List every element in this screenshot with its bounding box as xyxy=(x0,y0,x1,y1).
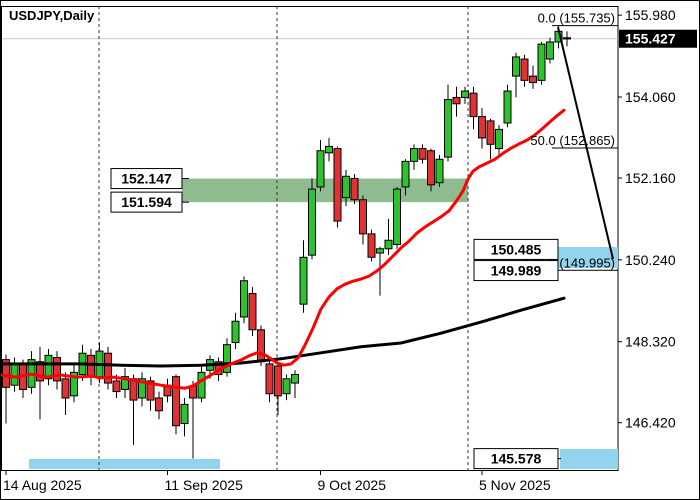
candle-bull xyxy=(282,378,291,395)
candle-bear xyxy=(104,352,112,384)
candle-bear xyxy=(469,92,478,118)
candle-bear xyxy=(155,397,163,412)
candle-bear xyxy=(274,365,282,397)
price-tag-text-2: 150.485 xyxy=(491,241,542,257)
candle-bull xyxy=(384,239,393,250)
candle-bull xyxy=(308,188,316,256)
price-tag-box[interactable] xyxy=(473,260,559,282)
candle-bear xyxy=(478,116,486,139)
candle-bear xyxy=(36,361,44,382)
candle-bull xyxy=(512,56,520,77)
candle-bull xyxy=(223,344,231,373)
candle-bear xyxy=(53,356,61,382)
current-price-tag xyxy=(619,29,697,48)
candle-bear xyxy=(418,148,427,160)
candle-bear xyxy=(61,378,70,399)
candle-bull xyxy=(70,371,78,397)
candle-bear xyxy=(248,293,257,331)
candle-bull xyxy=(325,145,333,154)
candle-bull xyxy=(291,374,299,384)
candle-bear xyxy=(2,359,10,388)
candle-bull xyxy=(138,378,146,399)
candle-bear xyxy=(367,233,376,258)
y-axis-label-2: 152.160 xyxy=(625,170,676,186)
candle-bear xyxy=(529,75,537,84)
candle-bear xyxy=(146,380,155,401)
candle-bear xyxy=(427,150,435,186)
candle-bear xyxy=(172,376,180,427)
fib-level-label-0: 0.0 (155.735) xyxy=(538,11,615,26)
x-axis-label-2: 9 Oct 2025 xyxy=(318,477,387,493)
candle-bull xyxy=(444,99,452,158)
candle-bull xyxy=(299,256,308,305)
candle-bull xyxy=(316,150,325,188)
candle-bull xyxy=(180,403,189,425)
candle-bull xyxy=(121,376,129,390)
target-zone-rect-0[interactable] xyxy=(29,459,220,469)
candle-bull xyxy=(503,90,512,124)
y-axis-label-0: 155.980 xyxy=(625,7,676,23)
candle-bull xyxy=(240,280,248,318)
candle-bull xyxy=(44,354,53,380)
candle-bull xyxy=(231,320,240,344)
x-axis-label-0: 14 Aug 2025 xyxy=(3,477,82,493)
x-axis-label-3: 5 Nov 2025 xyxy=(479,477,551,493)
current-price-tag-text: 155.427 xyxy=(625,31,676,47)
x-axis-label-1: 11 Sep 2025 xyxy=(165,477,244,493)
y-axis-label-1: 154.060 xyxy=(625,89,676,105)
target-zone-rect-2[interactable] xyxy=(560,449,618,469)
fast-ma-line[interactable] xyxy=(1,108,566,390)
candle-bear xyxy=(563,37,571,40)
price-tag-text-0: 152.147 xyxy=(121,171,172,187)
y-axis-label-5: 146.420 xyxy=(625,415,676,431)
candle-bear xyxy=(520,58,529,81)
candle-bull xyxy=(537,43,546,81)
y-axis-label-3: 150.240 xyxy=(625,252,676,268)
candle-bull xyxy=(546,41,554,60)
candle-bear xyxy=(87,354,95,378)
candle-bear xyxy=(359,199,367,235)
candle-bear xyxy=(112,380,121,393)
price-tag-box[interactable] xyxy=(473,448,559,470)
candle-bull xyxy=(401,160,410,188)
candle-bull xyxy=(393,188,401,246)
target-zone-rect-1[interactable] xyxy=(553,247,618,268)
candle-bear xyxy=(265,363,274,395)
candle-bull xyxy=(376,248,384,254)
candle-bull xyxy=(342,175,350,199)
candle-bear xyxy=(257,329,265,363)
price-tag-text-4: 145.578 xyxy=(491,451,542,467)
trend-line[interactable] xyxy=(557,26,614,260)
candle-bear xyxy=(350,177,359,201)
candle-bull xyxy=(495,128,503,150)
price-tag-box[interactable] xyxy=(110,191,183,213)
candle-bull xyxy=(435,158,444,184)
candle-bear xyxy=(452,96,461,105)
candle-bull xyxy=(10,363,19,386)
price-tag-box[interactable] xyxy=(473,238,559,260)
supply-zone-rect[interactable] xyxy=(182,178,468,203)
candle-bear xyxy=(333,148,342,222)
candle-bear xyxy=(486,120,495,145)
price-tag-text-1: 151.594 xyxy=(121,194,172,210)
price-tag-text-3: 149.989 xyxy=(491,263,542,279)
y-axis-label-4: 148.320 xyxy=(625,334,676,350)
candle-bull xyxy=(461,90,469,98)
fib-level-label-1: 50.0 (152.865) xyxy=(530,133,615,148)
candle-bull xyxy=(410,148,418,162)
slow-ma-line[interactable] xyxy=(1,296,566,368)
candle-bull xyxy=(197,371,206,399)
symbol-period-label: USDJPY,Daily xyxy=(9,8,95,23)
price-tag-box[interactable] xyxy=(110,168,183,190)
